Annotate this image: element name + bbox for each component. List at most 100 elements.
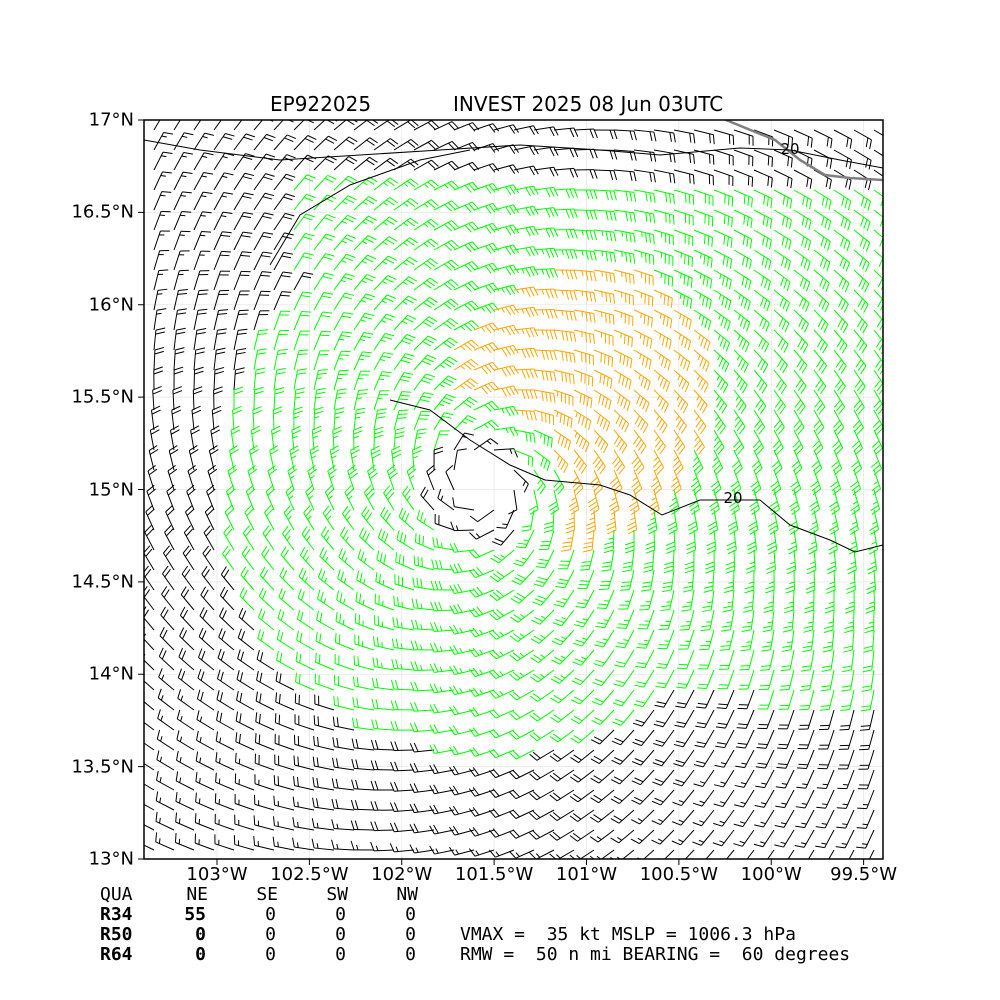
wind-barb	[429, 845, 455, 855]
wind-barb	[826, 549, 837, 575]
wind-barb	[753, 369, 768, 394]
wind-barb	[553, 329, 577, 342]
wind-barb	[513, 347, 539, 359]
wind-barb	[473, 282, 500, 294]
wind-barb	[550, 689, 575, 704]
wind-barb	[322, 505, 335, 531]
wind-barb	[373, 408, 387, 431]
wind-barb	[593, 129, 618, 140]
wind-barb	[713, 149, 734, 166]
wind-barb	[468, 627, 495, 638]
wind-barb	[693, 749, 715, 768]
wind-barb	[183, 525, 195, 551]
wind-barb	[280, 546, 295, 571]
wind-barb	[149, 425, 160, 451]
wind-barb	[493, 344, 519, 357]
wind-barb	[373, 615, 395, 631]
wind-barb	[571, 689, 595, 705]
wind-barb	[657, 849, 675, 859]
wind-barb	[509, 709, 535, 721]
wind-barb	[731, 449, 743, 476]
wind-barb	[793, 389, 806, 415]
wind-barbs	[144, 120, 883, 859]
wind-barb	[313, 253, 335, 271]
wind-barb	[292, 837, 315, 851]
wind-barb	[733, 389, 747, 414]
wind-barb	[293, 154, 317, 171]
wind-barb	[195, 751, 215, 771]
wind-barb	[317, 568, 335, 591]
wind-barb	[593, 329, 614, 346]
wind-barb	[272, 406, 283, 431]
latitude-label: 17°N	[88, 109, 134, 131]
wind-barb	[333, 156, 358, 171]
wind-barb	[319, 547, 335, 571]
wind-barb	[157, 709, 175, 731]
wind-barb	[144, 606, 155, 631]
wind-barb	[429, 703, 455, 714]
wind-barb	[279, 567, 295, 591]
wind-barb	[692, 809, 715, 827]
wind-barb	[639, 589, 655, 611]
wind-barb	[853, 269, 870, 293]
wind-barb	[276, 629, 295, 651]
wind-barb	[589, 829, 615, 843]
wind-barb	[233, 347, 247, 371]
wind-barb	[613, 229, 636, 243]
wind-barb	[333, 136, 358, 151]
wind-barb	[172, 386, 183, 411]
wind-barb	[468, 586, 495, 598]
wind-barb	[553, 429, 572, 451]
wind-barb	[693, 329, 711, 352]
wind-barb	[413, 277, 439, 291]
radii-value: 0	[335, 924, 346, 945]
wind-barb	[753, 829, 775, 848]
radii-value: 0	[405, 904, 416, 925]
wind-barb	[429, 744, 455, 754]
wind-barb	[313, 272, 334, 291]
wind-barb	[151, 405, 161, 431]
wind-barb	[773, 249, 792, 271]
wind-barb	[370, 801, 395, 811]
wind-barb	[488, 748, 515, 759]
wind-barb	[632, 729, 655, 747]
wind-barb	[313, 330, 331, 351]
wind-barb	[533, 166, 559, 177]
wind-barb	[633, 149, 657, 162]
wind-barb	[216, 690, 235, 711]
wind-barb	[410, 640, 435, 651]
wind-barb	[253, 310, 270, 331]
wind-barb	[573, 309, 596, 323]
wind-barb	[610, 809, 635, 824]
wind-barb	[273, 310, 291, 331]
radii-row-label: R64	[100, 944, 133, 965]
wind-barb	[693, 269, 713, 289]
wind-barb	[232, 405, 242, 431]
wind-barb	[561, 529, 575, 552]
wind-barb	[390, 741, 415, 752]
wind-barb	[373, 236, 398, 251]
wind-barb	[630, 809, 655, 825]
wind-barb	[573, 189, 598, 200]
wind-barb	[394, 574, 415, 591]
wind-barb	[513, 286, 539, 297]
wind-barb	[166, 484, 176, 511]
wind-barb	[631, 469, 643, 496]
wind-barb	[490, 549, 515, 564]
wind-barb	[613, 429, 628, 454]
wind-barb	[216, 669, 235, 691]
wind-barb	[176, 709, 195, 731]
wind-barb	[413, 410, 431, 431]
wind-barb	[468, 727, 495, 737]
wind-barb	[681, 589, 695, 612]
wind-barb	[163, 545, 175, 571]
wind-barb	[672, 809, 695, 826]
wind-barb	[233, 328, 248, 351]
wind-barb	[773, 149, 793, 168]
wind-barb	[658, 609, 675, 630]
wind-barb	[624, 529, 635, 554]
wind-barb	[493, 365, 519, 377]
wind-barb	[213, 347, 226, 371]
wind-barb	[453, 261, 480, 273]
wind-barb	[468, 787, 495, 797]
